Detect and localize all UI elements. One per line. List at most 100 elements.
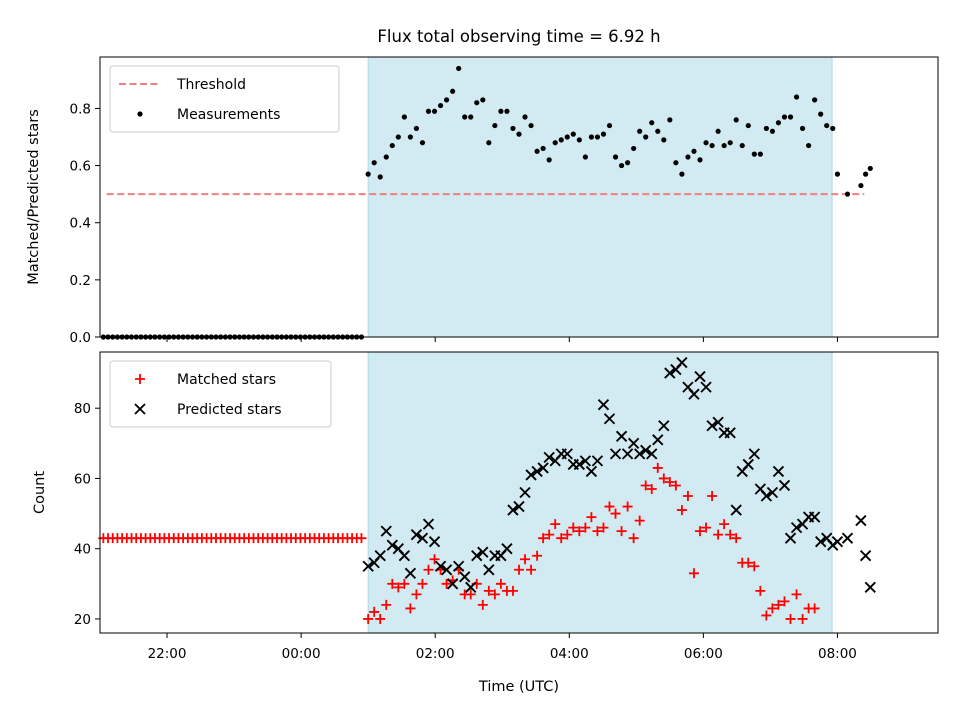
data-point (772, 465, 785, 478)
data-point (703, 140, 709, 146)
data-point (443, 97, 450, 103)
data-point (694, 370, 706, 383)
legend-marker (134, 403, 146, 415)
data-point (417, 578, 428, 589)
data-point (486, 140, 492, 146)
data-point (446, 578, 459, 590)
data-point (739, 142, 745, 149)
data-point (404, 567, 417, 579)
data-point (670, 480, 681, 491)
data-point (393, 582, 404, 593)
data-point (538, 533, 549, 544)
data-point (437, 102, 444, 109)
data-point (544, 529, 555, 540)
data-point (688, 388, 700, 400)
data-point (618, 162, 625, 169)
data-point (790, 521, 803, 534)
data-point (715, 128, 721, 134)
data-point (456, 65, 462, 72)
data-point (468, 114, 474, 120)
data-point (646, 448, 658, 460)
data-point (676, 505, 687, 516)
data-point (721, 142, 727, 149)
data-point (779, 596, 790, 607)
data-point (667, 117, 673, 123)
data-point (377, 174, 383, 180)
data-point (483, 585, 494, 596)
legend-label: Measurements (177, 107, 280, 123)
data-point (374, 550, 386, 562)
data-point (540, 145, 546, 152)
chart-title: Flux total observing time = 6.92 h (377, 27, 660, 46)
data-point (785, 613, 796, 624)
data-point (386, 539, 398, 551)
data-point (514, 564, 524, 575)
data-point (510, 125, 516, 132)
data-point (477, 599, 488, 610)
data-point (763, 125, 769, 132)
data-point (791, 589, 802, 600)
data-point (799, 125, 806, 132)
data-point (543, 451, 555, 464)
data-point (841, 532, 854, 544)
data-point (525, 469, 537, 481)
plot-frame (99, 56, 939, 338)
x-tick-label: 08:00 (818, 646, 857, 662)
data-point (532, 550, 543, 561)
data-point (582, 154, 588, 160)
data-point (751, 151, 757, 157)
series-predicted-stars (362, 356, 876, 594)
data-point (769, 128, 776, 134)
bottom-panel-counts: 20 40 60 80 22:00 00:00 02:00 04:00 06:00 08:00 Co… (32, 351, 939, 662)
data-point (419, 140, 426, 146)
data-point (658, 420, 670, 432)
data-point (691, 148, 697, 154)
data-point (558, 137, 564, 143)
data-point (395, 134, 401, 140)
legend-label: Matched stars (177, 372, 276, 388)
data-point (401, 114, 407, 120)
y-tick-label: 60 (74, 471, 91, 487)
plot-frame (99, 351, 939, 634)
data-point (616, 526, 627, 537)
data-point (634, 515, 645, 526)
data-point (365, 171, 371, 177)
data-point (695, 526, 706, 537)
data-point (501, 543, 513, 555)
data-point (546, 157, 552, 163)
data-point (610, 508, 621, 519)
data-point (574, 526, 585, 537)
data-point (809, 603, 820, 614)
data-point (441, 578, 452, 589)
data-point (380, 525, 392, 537)
data-point (781, 114, 788, 120)
data-point (519, 486, 531, 499)
legend-marker (137, 111, 143, 117)
data-point (697, 157, 703, 163)
data-point (576, 137, 582, 143)
data-point (531, 465, 543, 478)
data-point (831, 536, 844, 548)
data-point (787, 114, 794, 120)
data-point (534, 148, 540, 154)
data-point (600, 131, 607, 137)
data-point (637, 128, 643, 134)
data-point (622, 501, 633, 512)
data-point (652, 462, 663, 473)
observing-window-shade (367, 56, 833, 338)
data-point (603, 413, 616, 425)
data-point (761, 610, 772, 621)
data-point (834, 171, 841, 177)
data-point (862, 171, 869, 177)
data-point (410, 528, 423, 541)
data-point (778, 479, 791, 492)
data-point (784, 532, 797, 544)
data-point (389, 142, 395, 149)
data-point (573, 458, 586, 471)
data-point (733, 117, 739, 123)
data-point (462, 114, 468, 120)
data-point (640, 480, 651, 491)
data-point (405, 603, 416, 614)
data-point (450, 88, 456, 94)
data-point (580, 522, 591, 533)
